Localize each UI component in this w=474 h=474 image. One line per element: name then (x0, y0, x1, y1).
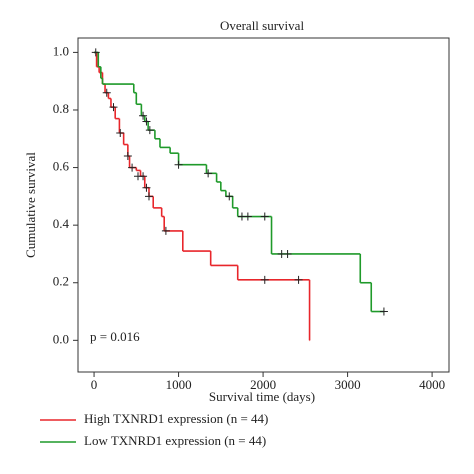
x-tick-label: 1000 (166, 377, 192, 392)
censor-mark (109, 103, 118, 112)
x-tick-label: 0 (91, 377, 98, 392)
censor-mark (204, 169, 213, 178)
censor-mark (142, 183, 151, 192)
y-tick-label: 0.6 (53, 159, 70, 174)
x-tick-label: 2000 (250, 377, 276, 392)
x-axis-label: Survival time (days) (209, 389, 315, 404)
legend-label: High TXNRD1 expression (n = 44) (84, 411, 268, 426)
y-tick-label: 0.0 (53, 331, 69, 346)
y-tick-label: 0.8 (53, 101, 69, 116)
y-tick-label: 0.2 (53, 274, 69, 289)
censor-mark (91, 48, 100, 57)
censor-mark (102, 88, 111, 97)
censor-mark (225, 192, 234, 201)
y-axis-label: Cumulative survival (23, 152, 38, 258)
censor-mark (260, 275, 269, 284)
censor-mark (116, 129, 125, 138)
legend-label: Low TXNRD1 expression (n = 44) (84, 433, 266, 448)
censor-mark (294, 275, 303, 284)
censor-mark (139, 172, 148, 181)
censor-mark (283, 249, 292, 258)
censor-mark (379, 307, 388, 316)
censor-mark (260, 212, 269, 221)
x-tick-label: 3000 (335, 377, 361, 392)
censor-mark (128, 163, 137, 172)
censor-mark (243, 212, 252, 221)
censor-mark (174, 160, 183, 169)
y-tick-label: 1.0 (53, 43, 69, 58)
censor-mark (161, 226, 170, 235)
censor-mark (145, 126, 154, 135)
chart-title: Overall survival (220, 18, 305, 33)
x-tick-label: 4000 (419, 377, 445, 392)
y-tick-label: 0.4 (53, 216, 70, 231)
censor-mark (144, 192, 153, 201)
censor-mark (139, 111, 148, 120)
annotation: p = 0.016 (90, 329, 140, 344)
censor-mark (142, 117, 151, 126)
censor-mark (123, 152, 132, 161)
